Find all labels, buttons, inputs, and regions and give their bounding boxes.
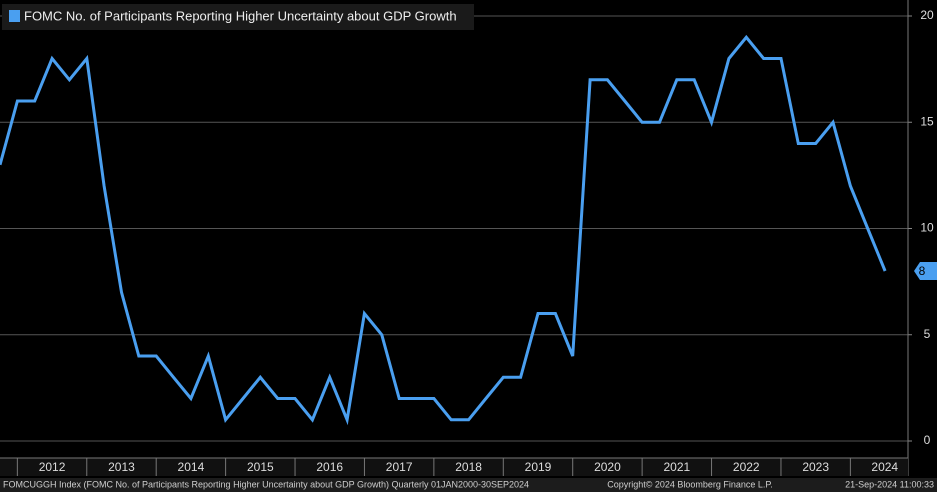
y-tick-label: 0: [924, 433, 931, 447]
x-tick-label: 2015: [247, 460, 274, 474]
x-tick-label: 2024: [871, 460, 898, 474]
x-tick-label: 2021: [663, 460, 690, 474]
x-tick-label: 2013: [108, 460, 135, 474]
x-tick-label: 2012: [39, 460, 66, 474]
footer-copyright: Copyright© 2024 Bloomberg Finance L.P.: [607, 479, 773, 489]
x-tick-label: 2018: [455, 460, 482, 474]
x-tick-label: 2020: [594, 460, 621, 474]
y-tick-label: 15: [920, 114, 934, 128]
legend-label: FOMC No. of Participants Reporting Highe…: [24, 8, 457, 23]
x-tick-label: 2019: [525, 460, 552, 474]
footer-timestamp: 21-Sep-2024 11:00:33: [845, 479, 934, 489]
x-tick-label: 2016: [316, 460, 343, 474]
series-line: [0, 34, 887, 426]
y-tick-label: 5: [924, 327, 931, 341]
y-tick-label: 10: [920, 221, 934, 235]
x-tick-label: 2023: [802, 460, 829, 474]
legend-box: [2, 4, 474, 30]
footer-description: FOMCUGGH Index (FOMC No. of Participants…: [3, 479, 529, 489]
legend: FOMC No. of Participants Reporting Highe…: [2, 4, 474, 30]
x-axis-band: [0, 458, 908, 476]
last-value-label: 8: [919, 264, 926, 278]
x-tick-label: 2022: [733, 460, 760, 474]
y-tick-label: 20: [920, 8, 934, 22]
last-value-tag: [914, 262, 937, 280]
x-tick-label: 2014: [178, 460, 205, 474]
x-tick-label: 2017: [386, 460, 413, 474]
footer-bar: [0, 478, 937, 492]
legend-swatch: [9, 10, 20, 22]
